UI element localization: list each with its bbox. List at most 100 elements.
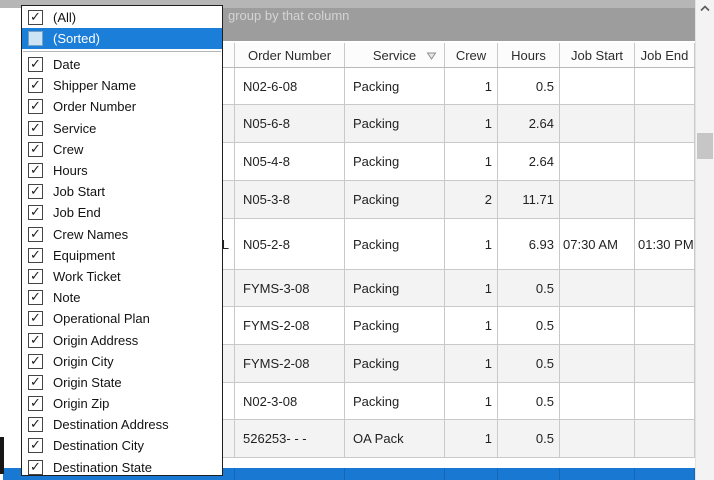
checked-checkbox-icon[interactable] (28, 459, 43, 475)
column-header-job-end[interactable]: Job End (635, 43, 695, 67)
cell[interactable]: 1 (445, 68, 498, 104)
cell[interactable]: 1 (445, 219, 498, 269)
cell[interactable]: FYMS-2-08 (235, 345, 345, 382)
checked-checkbox-icon[interactable] (28, 395, 43, 412)
cell[interactable]: 6.93 (498, 219, 560, 269)
cell[interactable]: Packing (345, 219, 445, 269)
cell[interactable]: 1 (445, 105, 498, 142)
checked-checkbox-icon[interactable] (28, 9, 43, 25)
column-chooser-item-originzip[interactable]: Origin Zip (22, 393, 222, 414)
checked-checkbox-icon[interactable] (28, 77, 43, 94)
cell[interactable] (0, 68, 235, 104)
column-chooser-item-sorted[interactable]: (Sorted) (22, 28, 222, 49)
column-header-hours[interactable]: Hours (498, 43, 560, 67)
cell[interactable]: 1 (445, 345, 498, 382)
checked-checkbox-icon[interactable] (28, 226, 43, 242)
checked-checkbox-icon[interactable] (28, 289, 43, 306)
cell[interactable]: 0.5 (498, 383, 560, 419)
column-chooser-item-hours[interactable]: Hours (22, 160, 222, 181)
column-header-order-number[interactable]: Order Number (235, 43, 345, 67)
cell[interactable]: Packing (345, 345, 445, 382)
cell[interactable]: L (0, 219, 235, 269)
cell[interactable]: Packing (345, 383, 445, 419)
checked-checkbox-icon[interactable] (28, 437, 43, 454)
column-chooser-item-ordernumber[interactable]: Order Number (22, 96, 222, 117)
cell[interactable] (635, 181, 695, 218)
cell[interactable]: N05-2-8 (235, 219, 345, 269)
column-chooser-item-note[interactable]: Note (22, 287, 222, 308)
cell[interactable]: N05-6-8 (235, 105, 345, 142)
cell[interactable] (560, 307, 635, 344)
column-chooser-item-jobstart[interactable]: Job Start (22, 181, 222, 202)
cell[interactable]: 0.5 (498, 307, 560, 344)
cell[interactable] (0, 307, 235, 344)
column-header-job-start[interactable]: Job Start (560, 43, 635, 67)
checked-checkbox-icon[interactable] (28, 98, 43, 115)
column-chooser-item-shippername[interactable]: Shipper Name (22, 75, 222, 96)
cell[interactable] (560, 345, 635, 382)
cell[interactable]: 2 (445, 181, 498, 218)
cell[interactable]: N02-3-08 (235, 383, 345, 419)
checked-checkbox-icon[interactable] (28, 162, 43, 179)
checked-checkbox-icon[interactable] (28, 310, 43, 327)
cell[interactable] (560, 105, 635, 142)
cell[interactable] (635, 143, 695, 180)
cell[interactable]: 0.5 (498, 420, 560, 457)
cell[interactable]: 2.64 (498, 105, 560, 142)
column-header-service[interactable]: Service (345, 43, 445, 67)
cell[interactable]: FYMS-2-08 (235, 307, 345, 344)
cell[interactable]: Packing (345, 181, 445, 218)
cell[interactable]: N05-4-8 (235, 143, 345, 180)
vertical-scrollbar[interactable] (695, 0, 714, 480)
column-chooser-item-crewnames[interactable]: Crew Names (22, 224, 222, 245)
column-chooser-item-originstate[interactable]: Origin State (22, 372, 222, 393)
cell[interactable] (560, 68, 635, 104)
cell[interactable]: 1 (445, 383, 498, 419)
cell[interactable]: 1 (445, 143, 498, 180)
checked-checkbox-icon[interactable] (28, 332, 43, 348)
column-chooser-item-destinationaddress[interactable]: Destination Address (22, 414, 222, 435)
cell[interactable]: 1 (445, 270, 498, 306)
column-chooser-item-destinationcity[interactable]: Destination City (22, 435, 222, 456)
cell[interactable]: 0.5 (498, 345, 560, 382)
clipped-column-header[interactable] (0, 43, 235, 67)
cell[interactable]: Packing (345, 143, 445, 180)
checked-checkbox-icon[interactable] (28, 120, 43, 136)
cell[interactable]: 0.5 (498, 270, 560, 306)
cell[interactable]: Packing (345, 105, 445, 142)
cell[interactable]: 0.5 (498, 68, 560, 104)
cell[interactable] (0, 345, 235, 382)
cell[interactable]: Packing (345, 68, 445, 104)
cell[interactable] (0, 420, 235, 457)
cell[interactable] (0, 143, 235, 180)
column-chooser-item-originaddress[interactable]: Origin Address (22, 329, 222, 350)
checked-checkbox-icon[interactable] (28, 416, 43, 433)
column-chooser-item-jobend[interactable]: Job End (22, 202, 222, 223)
cell[interactable] (635, 345, 695, 382)
cell[interactable]: N05-3-8 (235, 181, 345, 218)
checked-checkbox-icon[interactable] (28, 204, 43, 221)
cell[interactable] (0, 383, 235, 419)
cell[interactable] (560, 383, 635, 419)
column-chooser-item-all[interactable]: (All) (22, 7, 222, 28)
column-chooser-item-date[interactable]: Date (22, 54, 222, 75)
cell[interactable]: 11.71 (498, 181, 560, 218)
cell[interactable]: Packing (345, 307, 445, 344)
column-chooser-item-crew[interactable]: Crew (22, 139, 222, 160)
cell[interactable] (0, 105, 235, 142)
column-chooser-item-workticket[interactable]: Work Ticket (22, 266, 222, 287)
column-chooser-item-origincity[interactable]: Origin City (22, 351, 222, 372)
cell[interactable] (560, 143, 635, 180)
column-chooser-item-destinationstate[interactable]: Destination State (22, 457, 222, 475)
cell[interactable]: 526253- - - (235, 420, 345, 457)
unchecked-checkbox-icon[interactable] (28, 31, 43, 46)
cell[interactable]: 1 (445, 307, 498, 344)
column-header-crew[interactable]: Crew (445, 43, 498, 67)
column-chooser-item-operationalplan[interactable]: Operational Plan (22, 308, 222, 329)
scrollbar-thumb[interactable] (697, 133, 713, 159)
cell[interactable]: FYMS-3-08 (235, 270, 345, 306)
cell[interactable]: 2.64 (498, 143, 560, 180)
cell[interactable] (560, 420, 635, 457)
cell[interactable]: 01:30 PM (635, 219, 695, 269)
checked-checkbox-icon[interactable] (28, 141, 43, 157)
